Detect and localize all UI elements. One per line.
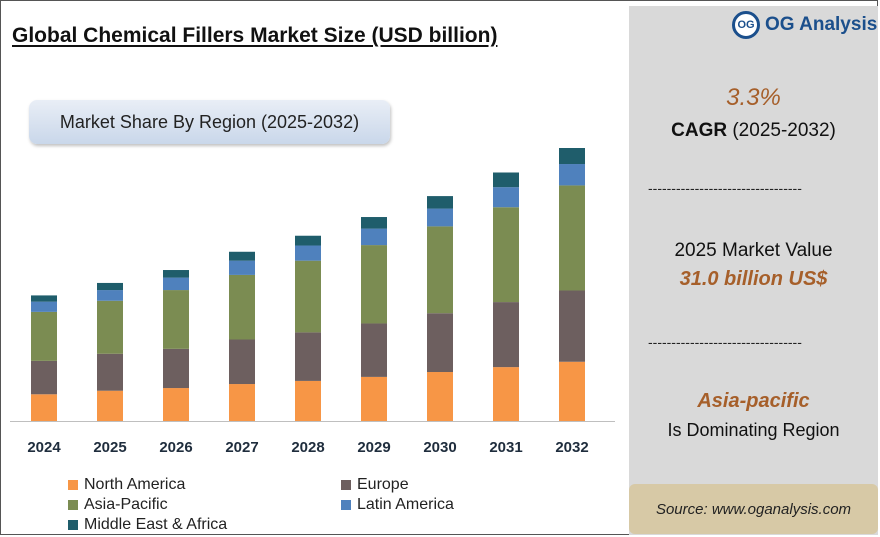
bar-segment-europe-2026 bbox=[163, 348, 189, 389]
bar-segment-north-america-2030 bbox=[427, 372, 453, 421]
bar-segment-europe-2032 bbox=[559, 290, 585, 362]
cagr-label-bold: CAGR bbox=[671, 120, 728, 141]
x-tick-label: 2031 bbox=[489, 439, 522, 456]
chart-title: Global Chemical Fillers Market Size (USD… bbox=[12, 24, 498, 47]
x-tick-label: 2029 bbox=[357, 439, 390, 456]
bar-segment-latin-america-2030 bbox=[427, 208, 453, 227]
bar-segment-north-america-2025 bbox=[97, 390, 123, 421]
bar-segment-middle-east-africa-2024 bbox=[31, 295, 57, 302]
bar-segment-asia-pacific-2024 bbox=[31, 311, 57, 361]
legend-asia-pacific: Asia-Pacific bbox=[68, 496, 168, 514]
legend-middle-east-africa: Middle East & Africa bbox=[68, 516, 227, 534]
bar-segment-asia-pacific-2027 bbox=[229, 274, 255, 340]
bar-segment-latin-america-2032 bbox=[559, 164, 585, 186]
bar-segment-middle-east-africa-2025 bbox=[97, 282, 123, 291]
region-share-label: Market Share By Region (2025-2032) bbox=[59, 111, 360, 132]
bar-segment-north-america-2032 bbox=[559, 361, 585, 421]
bar-segment-north-america-2027 bbox=[229, 384, 255, 421]
bar-segment-asia-pacific-2032 bbox=[559, 185, 585, 291]
bar-segment-north-america-2031 bbox=[493, 367, 519, 421]
legend-swatch bbox=[341, 480, 351, 490]
x-tick-label: 2025 bbox=[93, 439, 126, 456]
bar-segment-latin-america-2028 bbox=[295, 245, 321, 261]
bar-segment-europe-2031 bbox=[493, 302, 519, 368]
legend-label: Middle East & Africa bbox=[84, 516, 228, 533]
divider: --------------------------------- bbox=[648, 334, 802, 350]
bar-segment-europe-2024 bbox=[31, 360, 57, 395]
region-share-pill: Market Share By Region (2025-2032) bbox=[29, 100, 390, 144]
legend-swatch bbox=[68, 500, 78, 510]
bar-segment-asia-pacific-2025 bbox=[97, 300, 123, 354]
dominating-region: Asia-pacific bbox=[697, 390, 810, 412]
bar-segment-europe-2025 bbox=[97, 353, 123, 391]
legend-label: North America bbox=[84, 476, 186, 493]
legend-label: Asia-Pacific bbox=[84, 496, 168, 513]
bar-segment-middle-east-africa-2027 bbox=[229, 251, 255, 261]
bar-segment-middle-east-africa-2026 bbox=[163, 270, 189, 278]
x-tick-label: 2024 bbox=[27, 439, 61, 456]
bar-segment-latin-america-2026 bbox=[163, 277, 189, 291]
cagr-label-period: (2025-2032) bbox=[727, 120, 836, 141]
bar-segment-asia-pacific-2029 bbox=[361, 245, 387, 324]
x-tick-label: 2027 bbox=[225, 439, 258, 456]
x-tick-label: 2030 bbox=[423, 439, 456, 456]
logo-text: OG Analysis bbox=[765, 14, 878, 35]
x-tick-label: 2032 bbox=[555, 439, 588, 456]
bar-segment-north-america-2029 bbox=[361, 376, 387, 421]
bar-segment-latin-america-2025 bbox=[97, 290, 123, 301]
bar-segment-middle-east-africa-2029 bbox=[361, 217, 387, 229]
bar-segment-europe-2027 bbox=[229, 339, 255, 385]
og-analysis-logo: OG OG Analysis bbox=[732, 11, 877, 39]
bar-segment-north-america-2028 bbox=[295, 380, 321, 421]
legend-swatch bbox=[68, 480, 78, 490]
legend-latin-america: Latin America bbox=[341, 496, 454, 514]
summary-panel bbox=[629, 6, 878, 535]
bar-segment-middle-east-africa-2031 bbox=[493, 172, 519, 188]
bar-segment-middle-east-africa-2030 bbox=[427, 196, 453, 209]
source-box: Source: www.oganalysis.com bbox=[629, 484, 878, 534]
bar-segment-europe-2028 bbox=[295, 332, 321, 381]
cagr-label: CAGR (2025-2032) bbox=[629, 120, 878, 142]
cagr-value: 3.3% bbox=[726, 84, 781, 111]
x-tick-label: 2028 bbox=[291, 439, 324, 456]
stacked-bar-chart: 2024 2025 2026 2027 2028 2029 2030 2031 2032 bbox=[10, 148, 615, 456]
bar-segment-latin-america-2027 bbox=[229, 260, 255, 275]
dominating-region-label: Is Dominating Region bbox=[667, 420, 840, 440]
bar-segment-latin-america-2031 bbox=[493, 187, 519, 208]
bar-segment-middle-east-africa-2032 bbox=[559, 148, 585, 165]
bar-segment-north-america-2026 bbox=[163, 388, 189, 421]
legend-north-america: North America bbox=[68, 476, 185, 494]
market-value-label: 2025 Market Value bbox=[674, 240, 833, 261]
bar-segment-asia-pacific-2026 bbox=[163, 290, 189, 349]
bar-segment-europe-2029 bbox=[361, 323, 387, 377]
source-text: Source: www.oganalysis.com bbox=[655, 500, 852, 518]
legend-swatch bbox=[68, 520, 78, 530]
legend-swatch bbox=[341, 500, 351, 510]
bar-segment-middle-east-africa-2028 bbox=[295, 235, 321, 246]
legend-europe: Europe bbox=[341, 476, 409, 494]
bar-segment-north-america-2024 bbox=[31, 394, 57, 421]
logo-mark-icon: OG bbox=[732, 11, 760, 39]
bar-segment-asia-pacific-2031 bbox=[493, 207, 519, 303]
bar-segment-asia-pacific-2028 bbox=[295, 260, 321, 333]
bar-segment-latin-america-2024 bbox=[31, 301, 57, 312]
bar-segment-asia-pacific-2030 bbox=[427, 226, 453, 314]
x-tick-label: 2026 bbox=[159, 439, 192, 456]
divider: --------------------------------- bbox=[648, 180, 802, 196]
bar-segment-europe-2030 bbox=[427, 313, 453, 373]
market-value: 31.0 billion US$ bbox=[679, 268, 828, 290]
bar-segment-latin-america-2029 bbox=[361, 228, 387, 246]
legend-label: Europe bbox=[357, 476, 409, 493]
legend-label: Latin America bbox=[357, 496, 454, 513]
